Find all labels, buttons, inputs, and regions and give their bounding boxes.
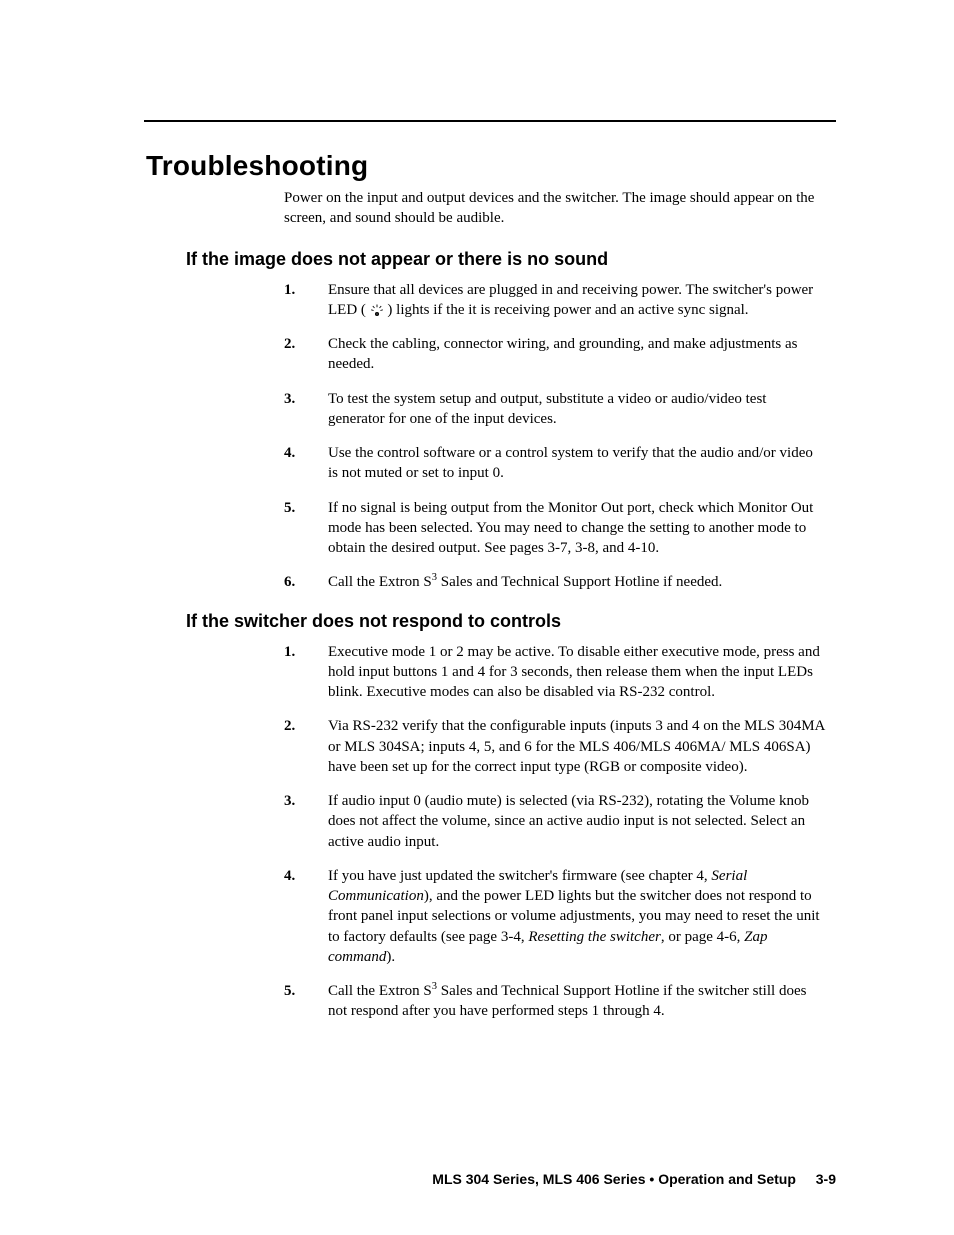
step-a1-post: ) lights if the it is receiving power an… xyxy=(387,302,748,318)
step-b5-pre: Call the Extron S xyxy=(328,983,432,999)
step-a6: Call the Extron S3 Sales and Technical S… xyxy=(284,572,826,592)
footer-page-number: 3-9 xyxy=(816,1171,836,1187)
steps-list-b: Executive mode 1 or 2 may be active. To … xyxy=(284,642,826,1022)
step-a6-post: Sales and Technical Support Hotline if n… xyxy=(437,574,722,590)
steps-list-a: Ensure that all devices are plugged in a… xyxy=(284,280,826,593)
step-b4: If you have just updated the switcher's … xyxy=(284,866,826,967)
step-a6-pre: Call the Extron S xyxy=(328,574,432,590)
page-body: Troubleshooting Power on the input and o… xyxy=(186,150,826,1036)
step-a1: Ensure that all devices are plugged in a… xyxy=(284,280,826,321)
step-b1: Executive mode 1 or 2 may be active. To … xyxy=(284,642,826,703)
subhead-no-image: If the image does not appear or there is… xyxy=(186,249,826,270)
footer-text: MLS 304 Series, MLS 406 Series • Operati… xyxy=(432,1171,796,1187)
step-a5: If no signal is being output from the Mo… xyxy=(284,498,826,559)
section-title: Troubleshooting xyxy=(146,150,826,182)
step-b5: Call the Extron S3 Sales and Technical S… xyxy=(284,981,826,1022)
page-footer: MLS 304 Series, MLS 406 Series • Operati… xyxy=(432,1171,836,1187)
step-a4: Use the control software or a control sy… xyxy=(284,443,826,484)
step-b2: Via RS-232 verify that the configurable … xyxy=(284,716,826,777)
intro-paragraph: Power on the input and output devices an… xyxy=(284,188,826,229)
step-a2: Check the cabling, connector wiring, and… xyxy=(284,334,826,375)
power-led-icon xyxy=(370,304,384,318)
header-rule xyxy=(144,120,836,122)
step-b3: If audio input 0 (audio mute) is selecte… xyxy=(284,791,826,852)
step-a3: To test the system setup and output, sub… xyxy=(284,389,826,430)
subhead-no-response: If the switcher does not respond to cont… xyxy=(186,611,826,632)
